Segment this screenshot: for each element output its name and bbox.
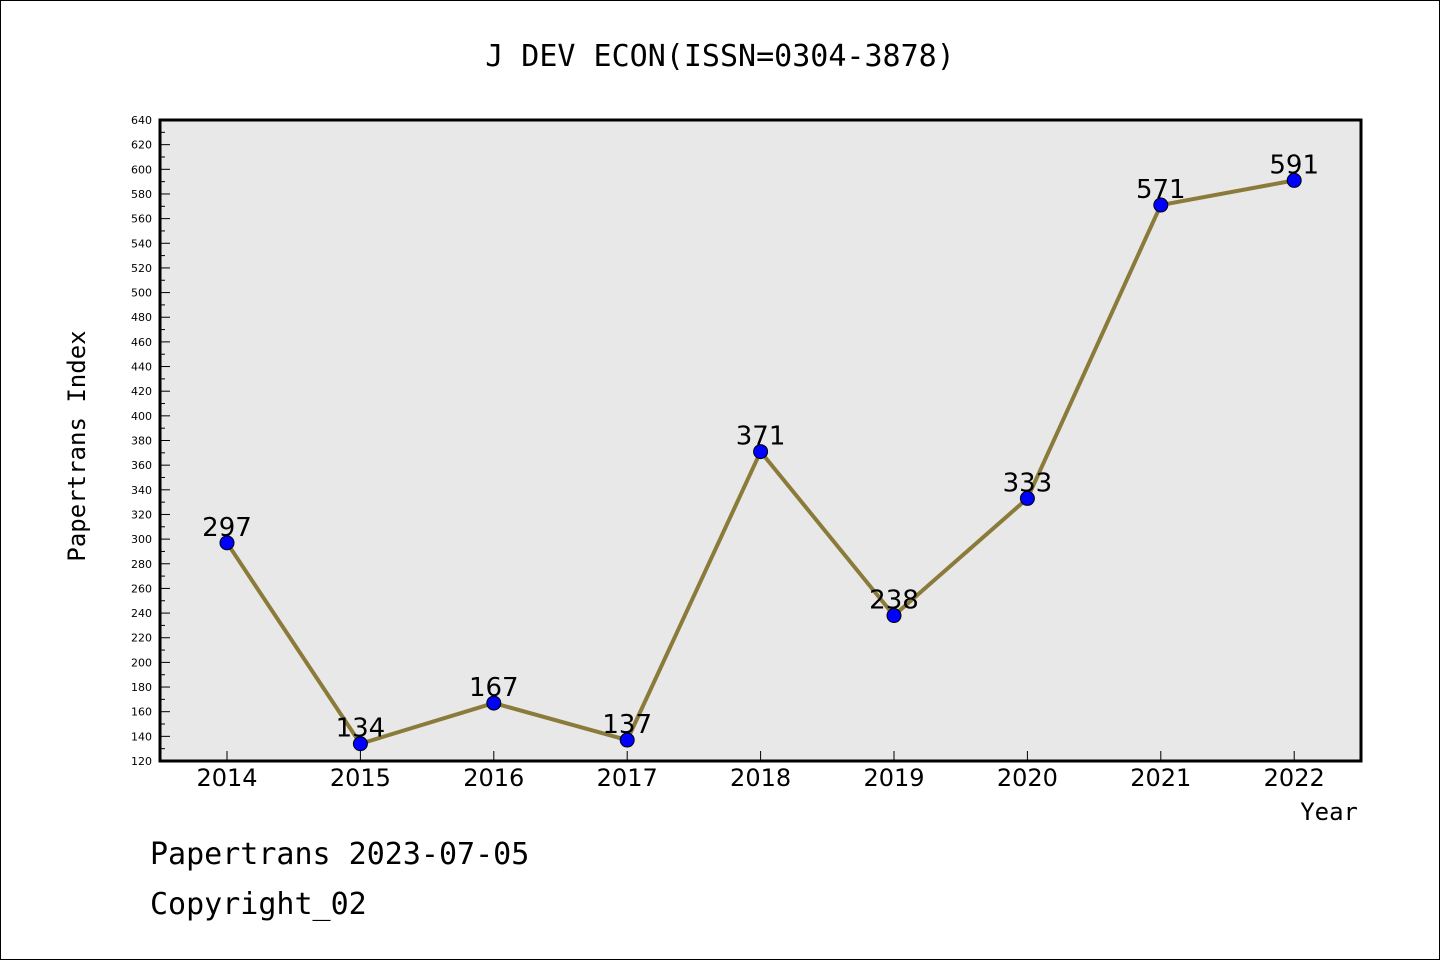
y-tick-label: 480: [131, 311, 152, 324]
data-label: 137: [602, 710, 652, 740]
y-tick-label: 560: [131, 213, 152, 226]
y-tick-label: 520: [131, 262, 152, 275]
y-tick-label: 500: [131, 287, 152, 300]
y-tick-label: 320: [131, 508, 152, 521]
y-tick-label: 340: [131, 484, 152, 497]
y-tick-label: 140: [131, 730, 152, 743]
footer-date: Papertrans 2023-07-05: [150, 837, 529, 872]
x-tick-label: 2014: [196, 764, 257, 792]
y-tick-label: 240: [131, 607, 152, 620]
y-tick-label: 220: [131, 632, 152, 645]
y-tick-label: 160: [131, 706, 152, 719]
y-tick-label: 540: [131, 237, 152, 250]
x-tick-label: 2019: [863, 764, 924, 792]
y-axis-label: Papertrans Index: [63, 330, 91, 561]
plot-area: [160, 120, 1361, 761]
data-point: [1153, 197, 1169, 213]
data-label: 371: [736, 422, 786, 452]
x-tick-label: 2017: [597, 764, 658, 792]
data-markers: [219, 172, 1302, 752]
data-label: 571: [1136, 175, 1186, 205]
y-tick-label: 260: [131, 582, 152, 595]
y-tick-label: 200: [131, 656, 152, 669]
data-label: 591: [1269, 150, 1319, 180]
data-point: [486, 695, 502, 711]
y-tick-label: 600: [131, 163, 152, 176]
y-tick-label: 580: [131, 188, 152, 201]
x-tick-label: 2021: [1130, 764, 1191, 792]
data-point: [886, 608, 902, 624]
data-point: [352, 736, 368, 752]
x-tick-label: 2015: [330, 764, 391, 792]
y-axis: 120 140 160 180 200 220 240 260 280 300 320 340 360 3…: [131, 114, 170, 768]
data-point: [619, 732, 635, 748]
chart-title: J DEV ECON(ISSN=0304-3878): [485, 39, 955, 74]
x-tick-label: 2020: [997, 764, 1058, 792]
data-label: 134: [336, 714, 386, 744]
y-tick-label: 400: [131, 410, 152, 423]
y-tick-label: 300: [131, 533, 152, 546]
y-tick-label: 120: [131, 755, 152, 768]
y-tick-label: 280: [131, 558, 152, 571]
y-tick-label: 640: [131, 114, 152, 127]
footer-copyright: Copyright_02: [150, 887, 367, 922]
data-point: [219, 535, 235, 551]
data-point: [753, 444, 769, 460]
y-tick-label: 380: [131, 435, 152, 448]
x-tick-label: 2016: [463, 764, 524, 792]
data-labels: 297 134 167 137 371 238 333 571 591: [202, 150, 1319, 743]
data-label: 238: [869, 586, 919, 616]
y-tick-label: 360: [131, 459, 152, 472]
x-tick-label: 2022: [1264, 764, 1325, 792]
data-label: 167: [469, 673, 519, 703]
y-tick-label: 420: [131, 385, 152, 398]
y-tick-label: 620: [131, 139, 152, 152]
y-tick-label: 460: [131, 336, 152, 349]
data-label: 297: [202, 513, 252, 543]
data-point: [1286, 172, 1302, 188]
y-tick-label: 180: [131, 681, 152, 694]
data-point: [1019, 490, 1035, 506]
y-tick-label: 440: [131, 361, 152, 374]
plot-border: [158, 118, 1363, 763]
x-tick-label: 2018: [730, 764, 791, 792]
x-axis-label: Year: [1300, 798, 1358, 826]
data-label: 333: [1003, 468, 1053, 498]
x-axis: 2014 2015 2016 2017 2018 2019 2020 2021 2022: [196, 751, 1325, 792]
